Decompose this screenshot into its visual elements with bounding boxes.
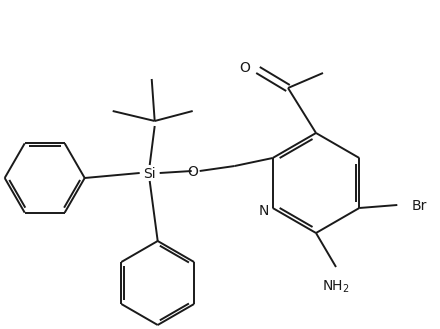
Text: N: N — [258, 204, 269, 218]
Text: Si: Si — [143, 167, 156, 181]
Text: O: O — [187, 165, 198, 179]
Text: O: O — [239, 61, 250, 75]
Text: NH$_2$: NH$_2$ — [322, 279, 350, 295]
Text: Br: Br — [411, 199, 427, 213]
